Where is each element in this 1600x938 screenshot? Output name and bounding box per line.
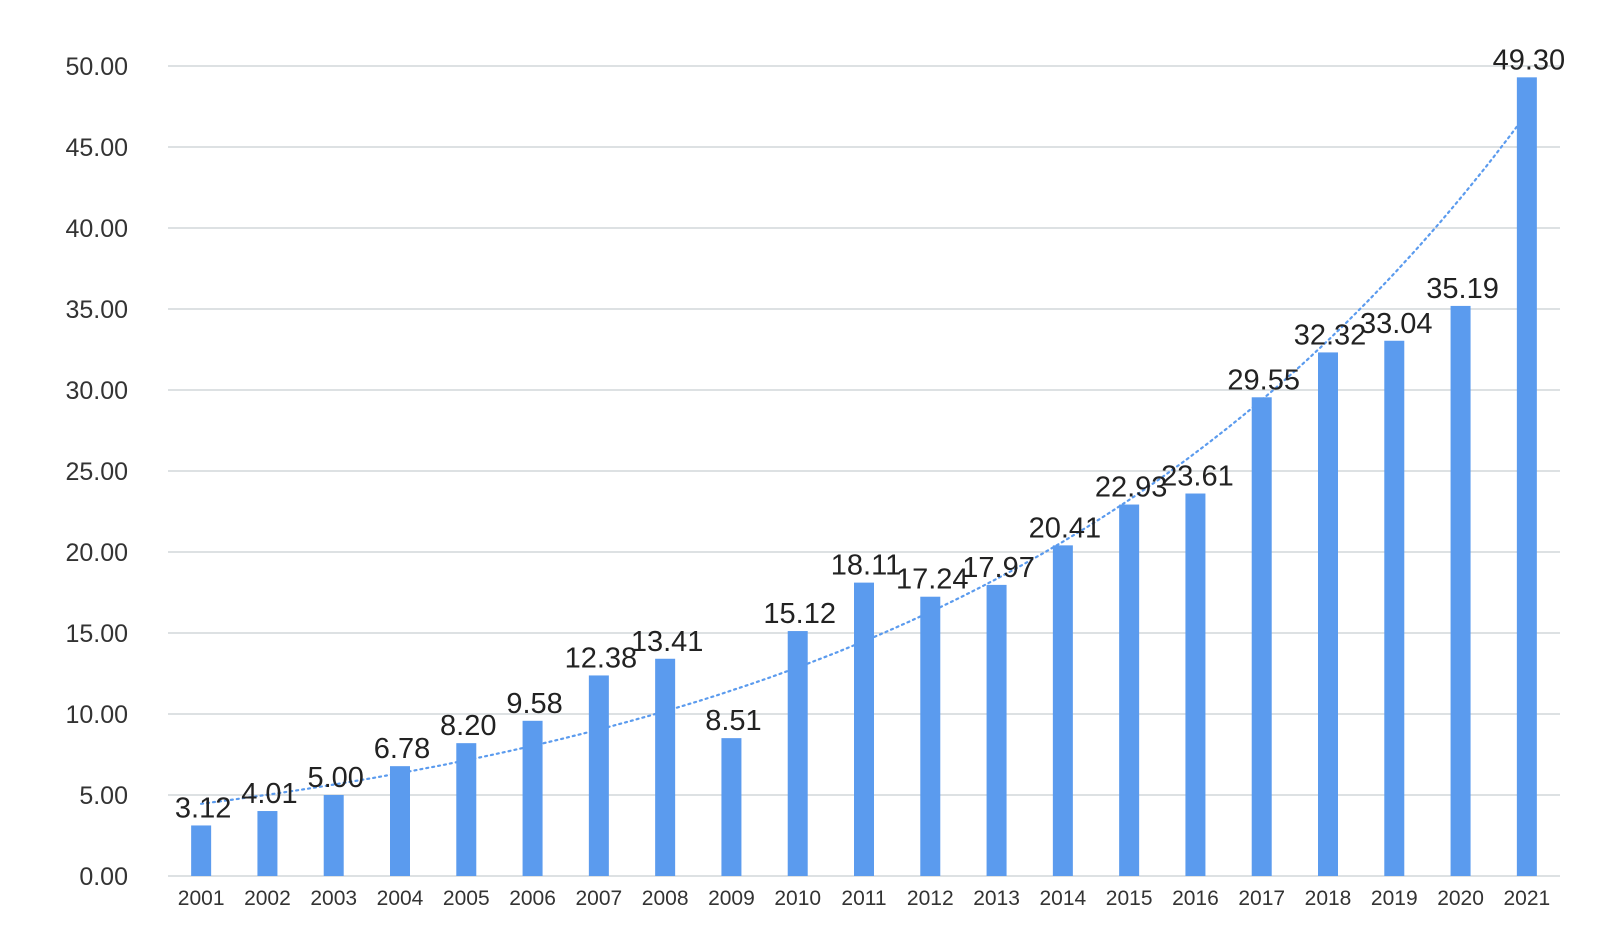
y-tick-label: 5.00 [79, 782, 128, 810]
data-label: 6.78 [374, 733, 430, 765]
data-label: 33.04 [1360, 308, 1433, 340]
x-tick-label: 2011 [841, 887, 886, 910]
y-tick-label: 35.00 [65, 296, 128, 324]
x-tick-label: 2010 [774, 887, 821, 910]
x-tick-label: 2006 [509, 887, 556, 910]
bar [588, 675, 609, 876]
bar [787, 631, 808, 876]
x-tick-label: 2016 [1172, 887, 1219, 910]
x-tick-label: 2001 [178, 887, 225, 910]
y-tick-label: 45.00 [65, 134, 128, 162]
y-axis-ticks: 0.00 5.00 10.00 15.00 20.00 25.00 30.00 35.00 40… [65, 53, 128, 891]
data-label: 8.20 [440, 710, 496, 742]
bar [456, 743, 477, 876]
x-tick-label: 2003 [310, 887, 357, 910]
x-tick-label: 2018 [1305, 887, 1352, 910]
data-label: 22.93 [1095, 472, 1168, 504]
bar [920, 596, 941, 876]
bar [390, 766, 410, 876]
data-label: 5.00 [307, 762, 363, 794]
bar [1185, 493, 1206, 876]
data-label: 3.12 [175, 792, 231, 824]
y-tick-label: 20.00 [65, 539, 128, 567]
data-label: 49.30 [1493, 44, 1566, 76]
data-label: 13.41 [631, 626, 704, 658]
y-tick-label: 15.00 [65, 620, 128, 648]
x-tick-label: 2002 [244, 887, 291, 910]
data-label: 12.38 [565, 642, 638, 674]
x-tick-label: 2020 [1437, 887, 1484, 910]
bar [257, 811, 278, 876]
data-label: 17.97 [962, 552, 1035, 584]
data-label: 32.32 [1294, 319, 1367, 351]
bar [522, 720, 543, 876]
x-tick-label: 2017 [1238, 887, 1285, 910]
x-tick-label: 2007 [575, 887, 622, 910]
bars [191, 77, 1537, 877]
y-tick-label: 10.00 [65, 701, 128, 729]
x-tick-label: 2008 [642, 887, 689, 910]
bar [986, 584, 1007, 876]
data-label: 35.19 [1426, 273, 1499, 305]
data-label: 15.12 [763, 598, 836, 630]
bar [721, 738, 742, 876]
x-axis-ticks: 2001 2002 2003 2004 2005 2006 2007 2008 2009 2010… [178, 887, 1550, 910]
x-tick-label: 2005 [443, 887, 490, 910]
y-tick-label: 40.00 [65, 215, 128, 243]
bar [1384, 340, 1405, 876]
x-tick-label: 2019 [1371, 887, 1418, 910]
bar [655, 658, 676, 876]
x-tick-label: 2009 [708, 887, 755, 910]
data-label: 17.24 [896, 564, 969, 596]
bar [1251, 397, 1272, 876]
data-label: 20.41 [1029, 512, 1102, 544]
data-label: 8.51 [705, 705, 761, 737]
data-label: 9.58 [506, 688, 562, 720]
data-label: 29.55 [1227, 364, 1300, 396]
bar [1516, 77, 1537, 877]
x-tick-label: 2014 [1039, 887, 1086, 910]
x-tick-label: 2004 [377, 887, 424, 910]
bar [1052, 545, 1073, 876]
bar [1119, 504, 1140, 876]
x-tick-label: 2013 [973, 887, 1020, 910]
y-tick-label: 25.00 [65, 458, 128, 486]
bar [1450, 305, 1471, 876]
bar [854, 582, 874, 876]
bar [1318, 352, 1338, 876]
x-tick-label: 2021 [1503, 887, 1550, 910]
bar [323, 795, 344, 876]
bar [191, 825, 212, 876]
y-tick-label: 30.00 [65, 377, 128, 405]
x-tick-label: 2015 [1106, 887, 1153, 910]
y-tick-label: 0.00 [79, 863, 128, 891]
x-tick-label: 2012 [907, 887, 954, 910]
data-label: 18.11 [831, 550, 901, 582]
data-label: 4.01 [241, 778, 297, 810]
data-label: 23.61 [1161, 461, 1234, 493]
y-tick-label: 50.00 [65, 53, 128, 81]
